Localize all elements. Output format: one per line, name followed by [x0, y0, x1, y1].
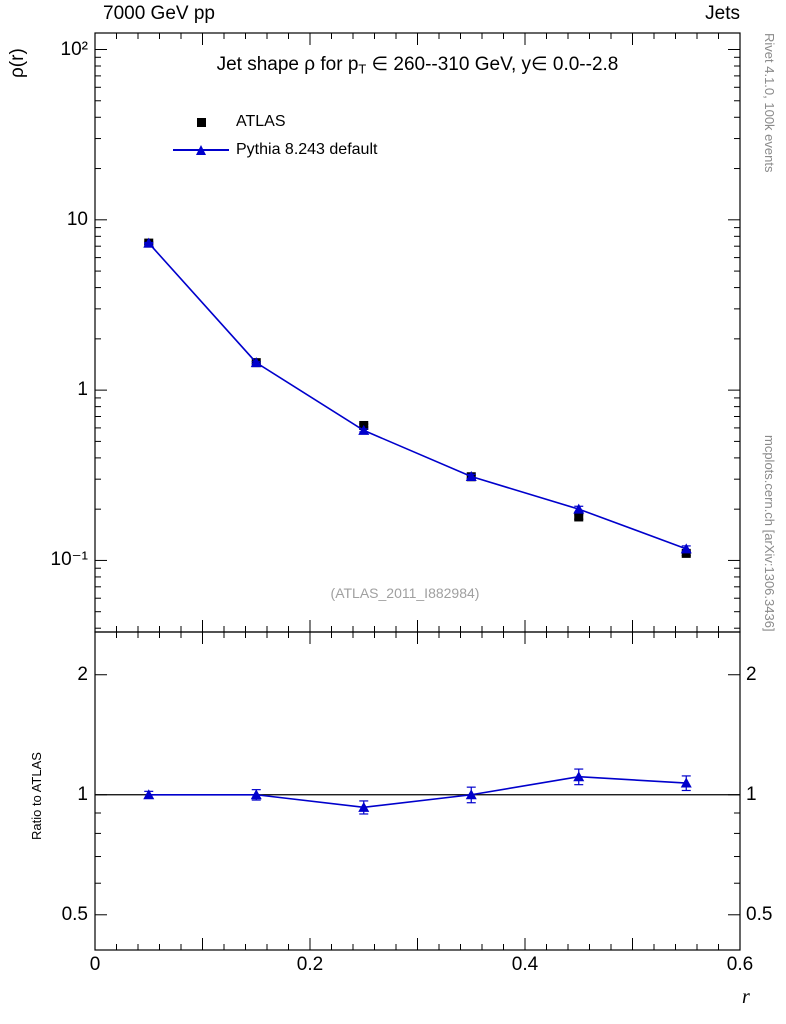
ratio-data-point [143, 789, 155, 800]
ratio-panel-frame [94, 631, 741, 951]
main-title: Jet shape ρ for pT ∈ 260--310 GeV, y∈ 0.… [95, 54, 740, 77]
title-text: Jet shape ρ for p [216, 54, 359, 75]
ratio-y-axis-title: Ratio to ATLAS [29, 752, 44, 840]
legend-label-pythia: Pythia 8.243 default [236, 141, 378, 159]
ratio-data-point [358, 801, 370, 812]
rivet-version-label: Rivet 4.1.0, 100k events [762, 33, 777, 173]
x-tick-label: 0 [89, 954, 101, 975]
mcplots-credit-label: mcplots.cern.ch [arXiv:1306.3436] [762, 435, 777, 632]
ratio-y-tick-label-right: 0.5 [746, 903, 773, 925]
pythia-data-point [680, 543, 692, 554]
legend-item-pythia: Pythia 8.243 default [172, 136, 377, 164]
main-y-tick-label: 10⁻¹ [50, 549, 89, 571]
x-tick-label: 0.4 [511, 954, 539, 975]
ratio-y-tick-label-right: 1 [746, 783, 757, 805]
main-y-tick-label: 1 [77, 379, 88, 401]
main-y-tick-label: 10 [66, 208, 88, 230]
pythia-data-point [358, 424, 370, 435]
ratio-data-point [573, 771, 585, 782]
ratio-data-point [250, 789, 262, 800]
watermark: (ATLAS_2011_I882984) [330, 585, 480, 601]
legend-marker-cell [172, 108, 230, 136]
ratio-data-point [465, 789, 477, 800]
legend: ATLAS Pythia 8.243 default [172, 108, 377, 164]
pythia-data-point [143, 237, 155, 248]
pythia-data-point [250, 357, 262, 368]
x-tick-label: 0.2 [296, 954, 324, 975]
pythia-data-point [573, 503, 585, 514]
ratio-line [148, 775, 687, 809]
ratio-y-tick-label-left: 0.5 [61, 903, 88, 925]
atlas-data-point [681, 548, 691, 558]
ratio-y-tick-label-right: 2 [746, 663, 757, 685]
title-subscript: T [358, 61, 367, 77]
legend-label-atlas: ATLAS [236, 113, 286, 131]
x-tick-label: 0.6 [726, 954, 754, 975]
pythia-data-point [465, 471, 477, 482]
main-y-axis-title: ρ(r) [7, 48, 28, 78]
title-text: ∈ 260--310 GeV, y∈ 0.0--2.8 [366, 54, 619, 75]
header-beam-label: 7000 GeV pp [103, 3, 215, 24]
ratio-y-tick-label-left: 2 [77, 663, 88, 685]
main-y-tick-label: 10² [60, 38, 88, 60]
header-analysis-label: Jets [705, 3, 740, 24]
legend-item-atlas: ATLAS [172, 108, 377, 136]
pythia-triangle-marker [196, 145, 206, 155]
legend-marker-cell [172, 136, 230, 164]
ratio-y-tick-label-left: 1 [77, 783, 88, 805]
x-axis-title: r [742, 986, 750, 1008]
atlas-square-marker [196, 117, 206, 127]
series-line-1 [148, 242, 687, 550]
ratio-data-point [680, 777, 692, 788]
atlas-data-point [574, 512, 584, 522]
